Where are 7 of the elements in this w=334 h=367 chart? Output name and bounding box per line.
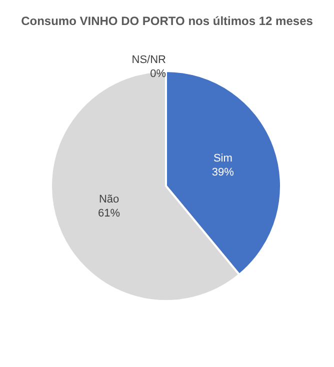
data-label: 61% bbox=[98, 207, 120, 220]
data-label: 39% bbox=[212, 166, 234, 179]
text: 0% bbox=[150, 68, 166, 80]
slice-label: Não bbox=[98, 193, 120, 206]
slice-label: Sim bbox=[213, 152, 232, 165]
category-label: NS/NR bbox=[132, 54, 166, 66]
chart-title: Consumo VINHO DO PORTO nos últimos 12 meses bbox=[21, 14, 314, 28]
